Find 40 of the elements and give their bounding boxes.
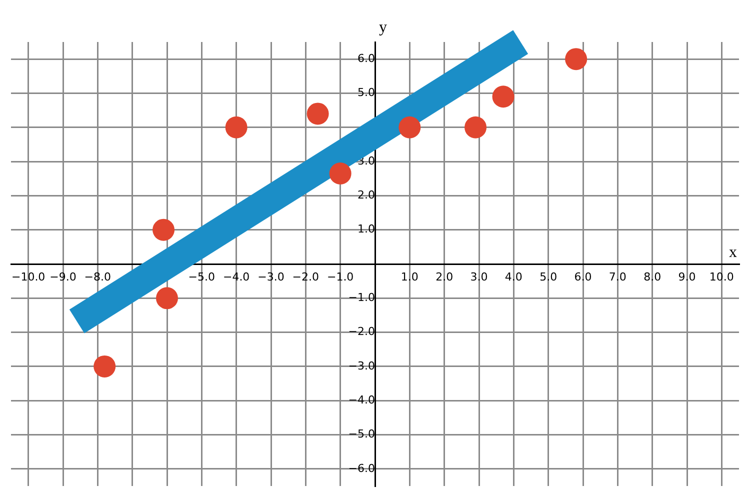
y-tick-label: −2.0 <box>348 325 375 338</box>
x-tick-label: 1.0 <box>400 270 418 284</box>
y-tick-label: −3.0 <box>348 359 375 372</box>
x-axis-title: x <box>729 244 737 262</box>
point <box>152 218 175 241</box>
x-tick-label: −5.0 <box>188 270 216 284</box>
y-tick-label: −6.0 <box>348 462 375 475</box>
x-tick-label: 7.0 <box>608 270 626 284</box>
y-tick-label: −4.0 <box>348 393 375 406</box>
x-tick-label: −3.0 <box>258 270 284 284</box>
y-tick-label: −5.0 <box>348 428 375 441</box>
x-tick-label: 5.0 <box>540 270 558 284</box>
x-tick-label: 8.0 <box>644 270 662 284</box>
x-tick-label: 2.0 <box>436 270 454 284</box>
x-tick-label: 6.0 <box>574 270 592 284</box>
point <box>565 48 588 70</box>
x-tick-label: −8.0 <box>84 270 112 284</box>
y-tick-label: −1.0 <box>348 291 375 304</box>
y-tick-label: 6.0 <box>358 52 375 65</box>
point <box>492 86 514 108</box>
point <box>329 162 352 184</box>
x-tick-label: −10.0 <box>11 270 46 284</box>
x-tick-label: 9.0 <box>678 270 696 284</box>
y-axis-title: y <box>379 19 387 36</box>
point <box>464 116 487 138</box>
x-tick-label: −4.0 <box>222 270 250 284</box>
y-tick-label: 5.0 <box>358 86 375 100</box>
point <box>225 116 248 138</box>
y-tick-label: 1.0 <box>358 222 375 236</box>
y-tick-label: 2.0 <box>358 188 375 202</box>
point <box>306 102 329 125</box>
x-tick-label: −1.0 <box>326 270 354 284</box>
x-tick-label: 4.0 <box>504 270 522 284</box>
point <box>156 287 178 310</box>
x-tick-label: 3.0 <box>470 270 488 284</box>
x-tick-label: 10.0 <box>709 270 734 284</box>
point <box>94 355 116 378</box>
x-tick-label: −9.0 <box>50 270 76 284</box>
point <box>398 116 421 138</box>
x-tick-label: −2.0 <box>292 270 320 284</box>
